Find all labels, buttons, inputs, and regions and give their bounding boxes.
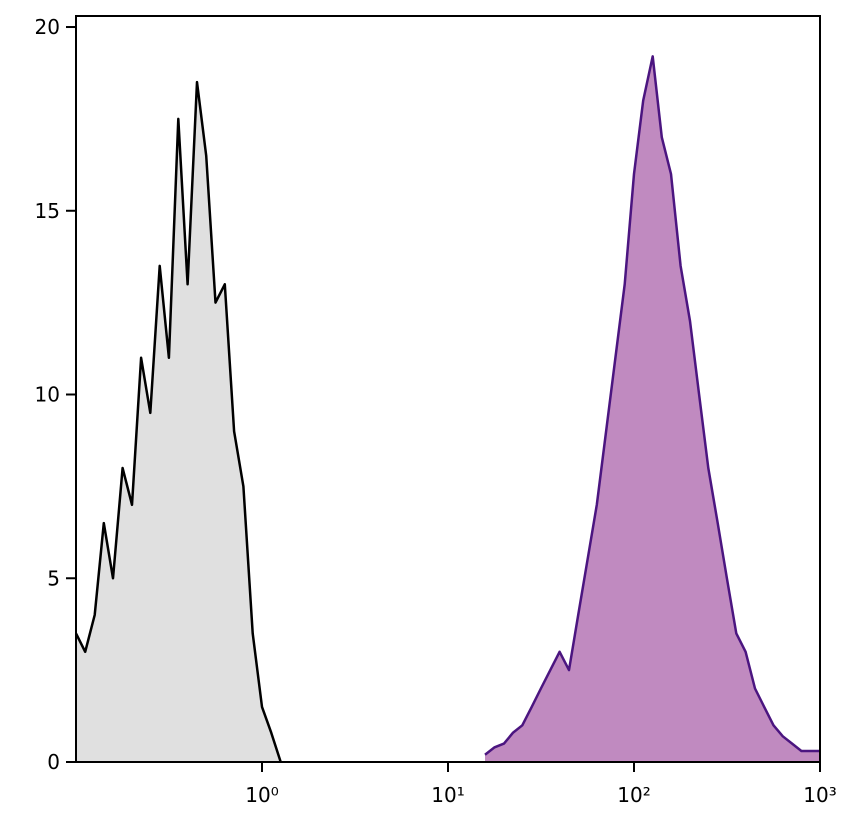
histogram-line — [74, 80, 282, 763]
y-tick-label: 20 — [35, 15, 60, 39]
y-tick-label: 10 — [35, 383, 60, 407]
area-fill — [76, 82, 281, 763]
histogram-line — [484, 55, 820, 756]
y-tick-label: 15 — [35, 199, 60, 223]
x-tick-label: 10³ — [803, 783, 836, 807]
x-tick-label: 10¹ — [431, 783, 464, 807]
x-tick-label: 10⁰ — [245, 783, 278, 807]
area-fill — [485, 56, 820, 762]
y-tick-label: 0 — [47, 750, 60, 774]
x-tick-label: 10² — [617, 783, 650, 807]
y-tick-label: 5 — [47, 566, 60, 590]
